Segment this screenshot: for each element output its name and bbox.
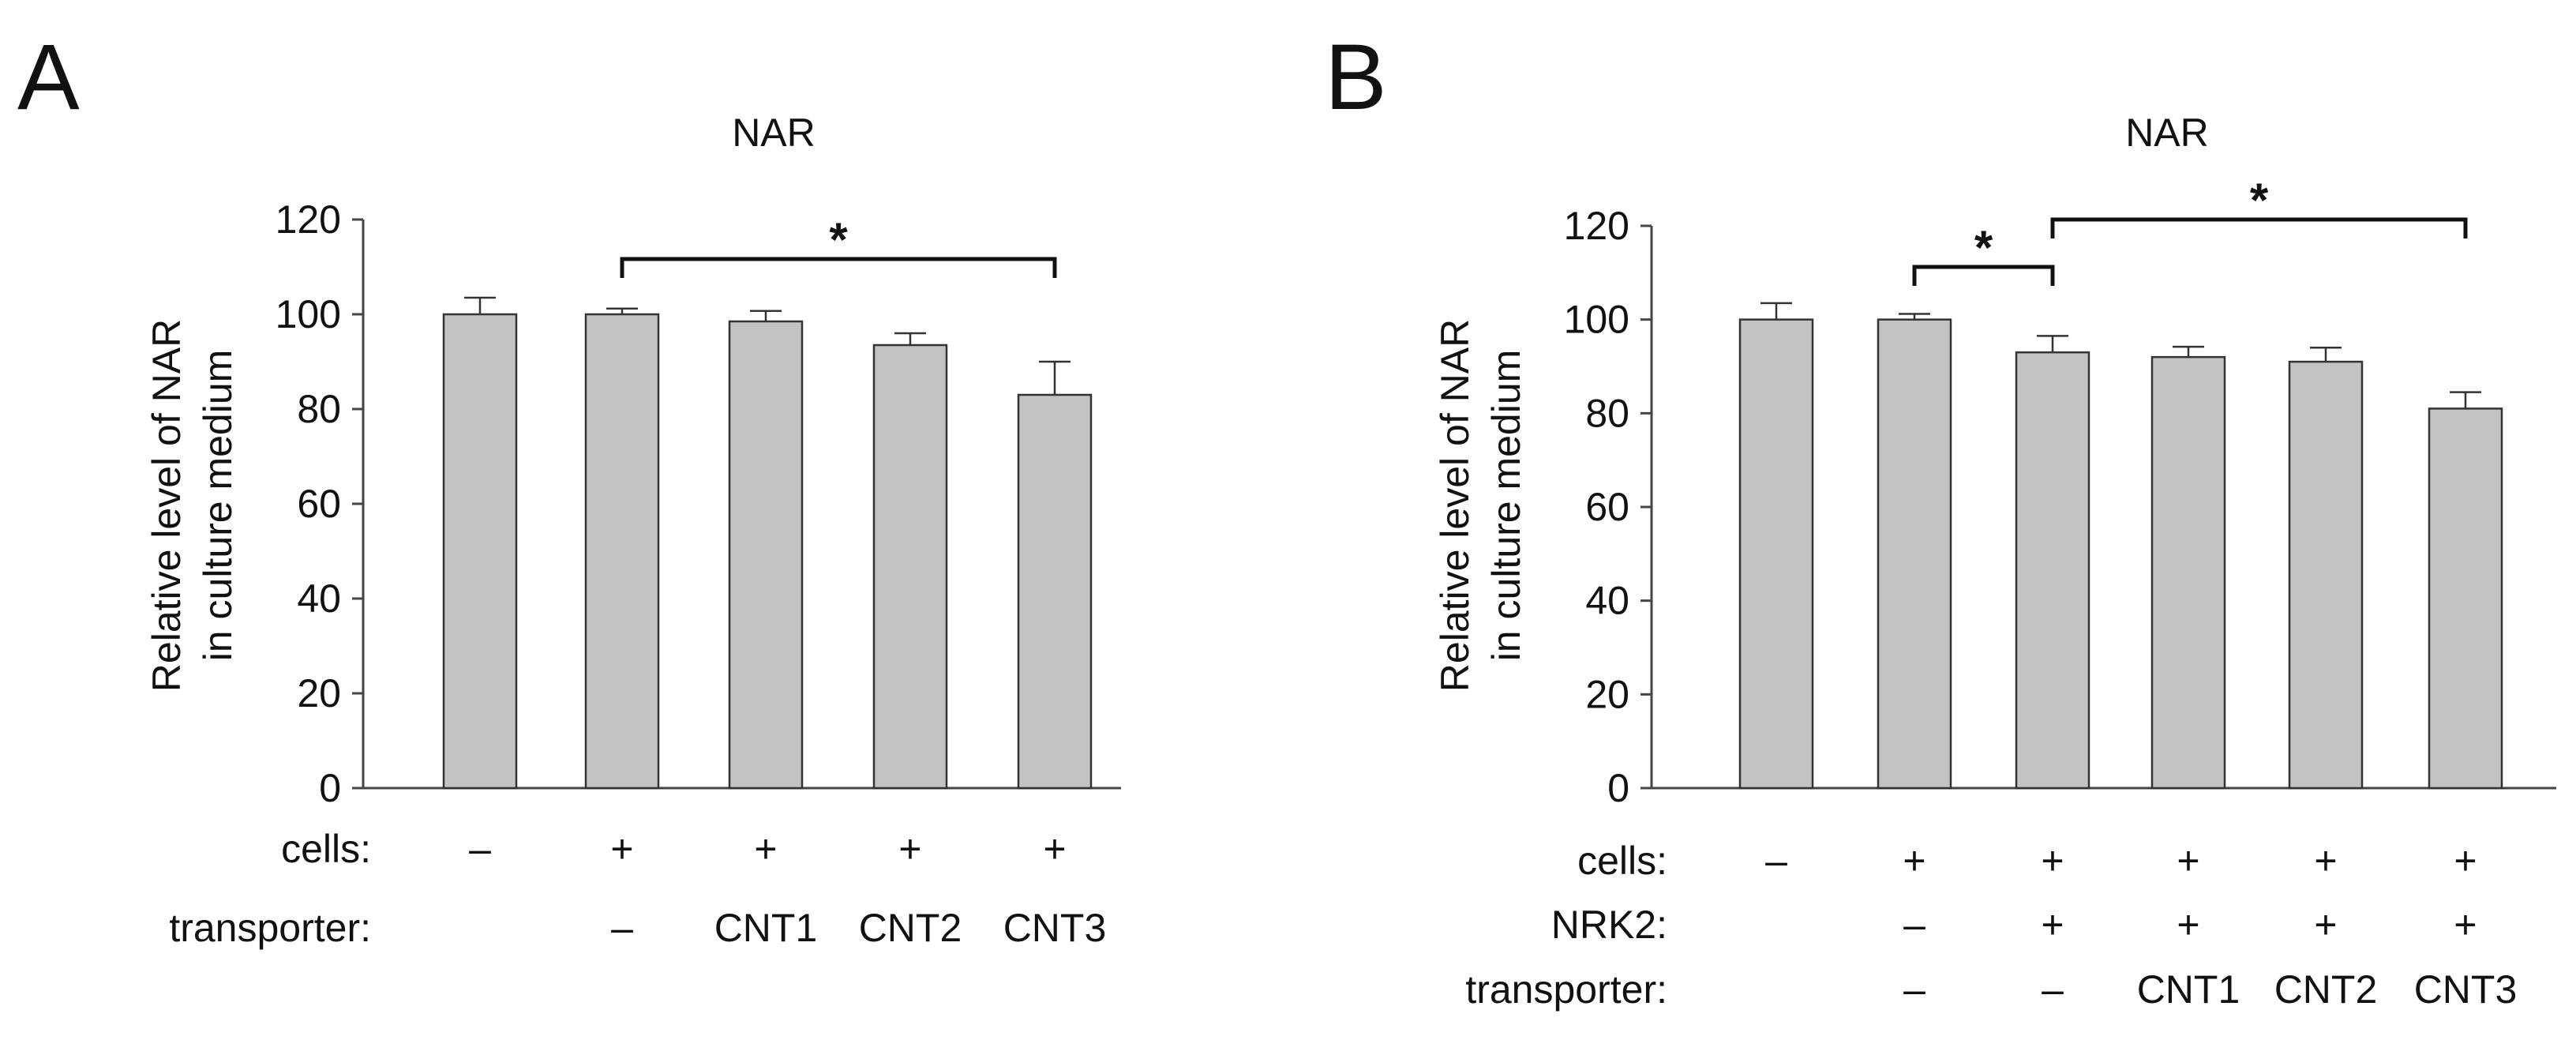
panel-b-bar bbox=[2015, 351, 2090, 790]
panel-b-condition-value: + bbox=[2454, 903, 2477, 947]
panel-a-y-tick-label: 20 bbox=[297, 671, 341, 715]
panel-a-title: NAR bbox=[732, 111, 816, 155]
panel-b-condition-value: + bbox=[1903, 839, 1925, 883]
panel-b-y-tick-label: 40 bbox=[1585, 579, 1629, 623]
panel-b-axes: 0 20 40 60 80 100 120 bbox=[1564, 204, 2556, 810]
panel-a-significance-star: * bbox=[829, 213, 848, 266]
panel-a-condition-value: – bbox=[469, 827, 491, 871]
panel-b-condition-value: CNT2 bbox=[2274, 967, 2378, 1012]
panel-b-condition-label: transporter: bbox=[1465, 967, 1667, 1012]
panel-b-condition-value: CNT3 bbox=[2414, 967, 2518, 1012]
panel-b-bar bbox=[2428, 407, 2503, 790]
panel-a-bar bbox=[584, 313, 660, 790]
panel-b-significance-star: * bbox=[1974, 221, 1993, 274]
panel-a-condition-value: + bbox=[754, 827, 777, 871]
panel-a-bars bbox=[442, 296, 1093, 790]
panel-b-ylabel-line2: in culture medium bbox=[1484, 350, 1528, 662]
panel-b-significance: ** bbox=[1912, 174, 2468, 286]
panel-a-condition-value: + bbox=[1043, 827, 1066, 871]
panel-a-bar bbox=[728, 320, 804, 790]
panel-b-condition-value: + bbox=[2041, 839, 2064, 883]
panel-a-y-tick-label: 80 bbox=[297, 387, 341, 431]
panel-b-condition-value: – bbox=[1765, 839, 1787, 883]
panel-b-condition-value: – bbox=[1903, 903, 1925, 947]
panel-a-condition-value: CNT2 bbox=[859, 906, 962, 950]
panel-a-y-tick-label: 120 bbox=[276, 197, 341, 242]
panel-a-condition-value: – bbox=[611, 906, 633, 950]
panel-a-letter: A bbox=[17, 25, 80, 130]
panel-b-bar bbox=[2288, 360, 2364, 790]
panel-b-title: NAR bbox=[2125, 111, 2209, 155]
panel-b-condition-value: – bbox=[1903, 967, 1925, 1012]
panel-a-bar bbox=[442, 313, 518, 790]
panel-a-y-tick-label: 60 bbox=[297, 482, 341, 526]
panel-b-condition-label: NRK2: bbox=[1551, 903, 1667, 947]
panel-b-condition-value: CNT1 bbox=[2137, 967, 2240, 1012]
panel-a-condition-value: CNT3 bbox=[1003, 906, 1107, 950]
panel-b-y-tick-label: 60 bbox=[1585, 485, 1629, 529]
panel-a-condition-label: transporter: bbox=[169, 906, 371, 950]
panel-a-bar bbox=[872, 344, 948, 790]
panel-a-significance-bracket bbox=[620, 257, 1057, 278]
panel-b-condition-value: + bbox=[2041, 903, 2064, 947]
panel-b-conditions: cells: – + + + + + NRK2: – + + + + transporter: – – CNT1… bbox=[1465, 839, 2517, 1012]
panel-b-condition-value: – bbox=[2042, 967, 2064, 1012]
panel-a: A NAR Relative level of NAR in culture m… bbox=[17, 25, 1121, 950]
panel-b-condition-value: + bbox=[2177, 903, 2199, 947]
panel-a-condition-value: + bbox=[610, 827, 633, 871]
panel-a-condition-value: CNT1 bbox=[714, 906, 818, 950]
panel-b-significance-bracket bbox=[2050, 217, 2468, 238]
panel-a-y-tick-label: 100 bbox=[276, 292, 341, 336]
panel-b-y-tick-label: 0 bbox=[1607, 766, 1629, 810]
panel-b-y-tick-label: 20 bbox=[1585, 672, 1629, 716]
panel-b-bar bbox=[1877, 318, 1952, 790]
panel-b-significance-bracket bbox=[1912, 265, 2055, 286]
panel-a-conditions: cells: – + + + + transporter: – CNT1 CNT2 CNT3 bbox=[169, 827, 1106, 950]
panel-a-axes: 0 20 40 60 80 100 120 bbox=[276, 197, 1121, 810]
panel-b-condition-label: cells: bbox=[1577, 839, 1667, 883]
panel-b-condition-value: + bbox=[2314, 839, 2337, 883]
panel-a-significance: * bbox=[620, 213, 1057, 278]
panel-b-condition-value: + bbox=[2177, 839, 2199, 883]
panel-a-y-tick-label: 0 bbox=[319, 766, 341, 810]
panel-a-bar bbox=[1017, 393, 1093, 790]
panel-a-condition-label: cells: bbox=[281, 827, 371, 871]
panel-a-ylabel-line2: in culture medium bbox=[196, 350, 240, 662]
panel-b-significance-star: * bbox=[2250, 174, 2269, 227]
panel-a-ylabel-line1: Relative level of NAR bbox=[144, 319, 189, 692]
panel-b-letter: B bbox=[1325, 25, 1387, 130]
panel-b-bars bbox=[1738, 302, 2503, 790]
panel-a-y-tick-label: 40 bbox=[297, 576, 341, 621]
panel-b-y-tick-label: 120 bbox=[1564, 204, 1629, 248]
panel-b: B NAR Relative level of NAR in culture m… bbox=[1325, 25, 2556, 1012]
panel-b-y-tick-label: 100 bbox=[1564, 298, 1629, 342]
panel-b-condition-value: + bbox=[2454, 839, 2477, 883]
panel-b-bar bbox=[2150, 355, 2226, 790]
panel-b-ylabel-line1: Relative level of NAR bbox=[1433, 319, 1477, 692]
panel-a-condition-value: + bbox=[898, 827, 921, 871]
panel-b-y-tick-label: 80 bbox=[1585, 391, 1629, 435]
panel-b-condition-value: + bbox=[2314, 903, 2337, 947]
panel-b-bar bbox=[1738, 318, 1814, 790]
